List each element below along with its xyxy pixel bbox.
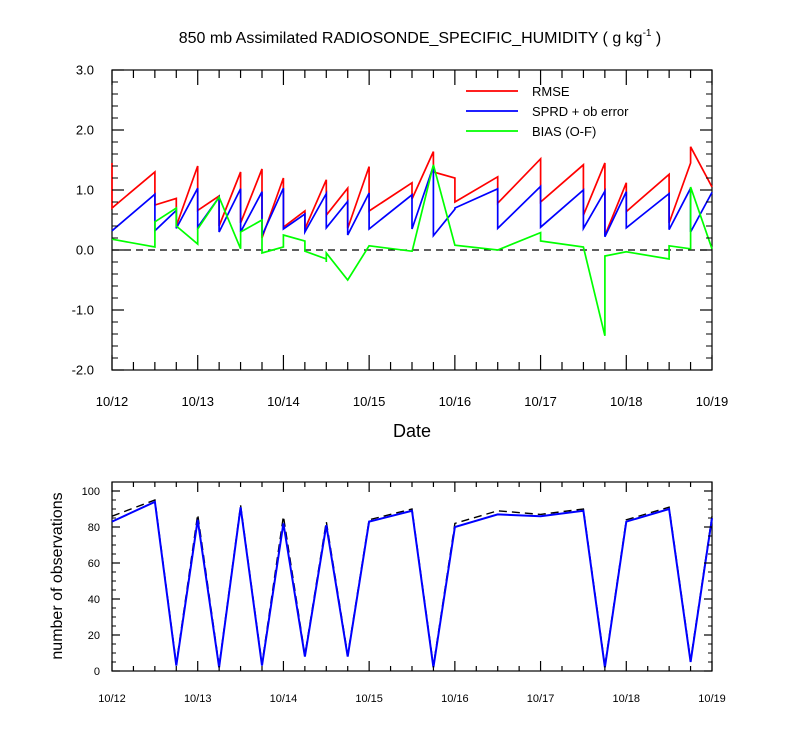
bottom-y-axis-label: number of observations bbox=[49, 492, 66, 659]
x-tick-label: 10/14 bbox=[270, 693, 298, 705]
x-tick-label: 10/13 bbox=[181, 394, 214, 409]
x-tick-label: 10/12 bbox=[96, 394, 129, 409]
top-y-axis: -2.0 -1.0 0.0 1.0 2.0 3.0 bbox=[72, 63, 712, 378]
top-x-axis-label: Date bbox=[393, 421, 431, 441]
x-tick-label: 10/17 bbox=[524, 394, 557, 409]
chart-title-superscript: -1 bbox=[643, 28, 652, 39]
bottom-y-axis: 0 20 40 60 80 100 bbox=[82, 486, 712, 678]
y-tick-label: 80 bbox=[88, 522, 100, 534]
x-tick-label: 10/15 bbox=[355, 693, 383, 705]
x-tick-label: 10/12 bbox=[98, 693, 126, 705]
bottom-series-group bbox=[111, 499, 713, 668]
legend-label: RMSE bbox=[532, 84, 570, 99]
x-tick-label: 10/13 bbox=[184, 693, 212, 705]
y-tick-label: 60 bbox=[88, 558, 100, 570]
x-tick-label: 10/18 bbox=[613, 693, 641, 705]
bottom-x-axis: 10/12 10/13 10/14 10/15 10/16 10/17 10/18 10/19 bbox=[98, 482, 726, 705]
x-tick-label: 10/16 bbox=[439, 394, 472, 409]
x-tick-label: 10/14 bbox=[267, 394, 300, 409]
top-panel: -2.0-1.00.01.02.03.0 10/12 10/13 10/14 10/1… bbox=[72, 63, 729, 441]
top-legend: RMSE SPRD + ob error BIAS (O-F) bbox=[466, 84, 629, 139]
x-tick-label: 10/19 bbox=[696, 394, 729, 409]
x-tick-label: 10/19 bbox=[698, 693, 726, 705]
y-tick-label: 2.0 bbox=[76, 123, 94, 138]
y-tick-label: 0.0 bbox=[76, 243, 94, 258]
y-tick-label: 40 bbox=[88, 594, 100, 606]
top-x-axis: 10/12 10/13 10/14 10/15 10/16 10/17 10/18 10/19 bbox=[96, 70, 729, 409]
y-tick-label: -1.0 bbox=[72, 303, 94, 318]
chart-title: 850 mb Assimilated RADIOSONDE_SPECIFIC_H… bbox=[179, 28, 662, 47]
series-line-possible bbox=[111, 499, 713, 666]
series-line-bias-o-f bbox=[111, 164, 713, 337]
x-tick-label: 10/18 bbox=[610, 394, 643, 409]
legend-label: BIAS (O-F) bbox=[532, 124, 596, 139]
x-tick-label: 10/17 bbox=[527, 693, 555, 705]
y-tick-label: -2.0 bbox=[72, 363, 94, 378]
y-tick-label: 0 bbox=[94, 666, 100, 678]
series-line-used bbox=[111, 500, 713, 668]
y-tick-label: 20 bbox=[88, 630, 100, 642]
x-tick-label: 10/15 bbox=[353, 394, 386, 409]
y-tick-label: 1.0 bbox=[76, 183, 94, 198]
top-series-group bbox=[111, 146, 713, 337]
y-tick-label: 3.0 bbox=[76, 63, 94, 78]
x-tick-label: 10/16 bbox=[441, 693, 469, 705]
y-tick-label: 100 bbox=[82, 486, 100, 498]
legend-label: SPRD + ob error bbox=[532, 104, 629, 119]
series-line-sprd-ob-error bbox=[111, 165, 713, 238]
